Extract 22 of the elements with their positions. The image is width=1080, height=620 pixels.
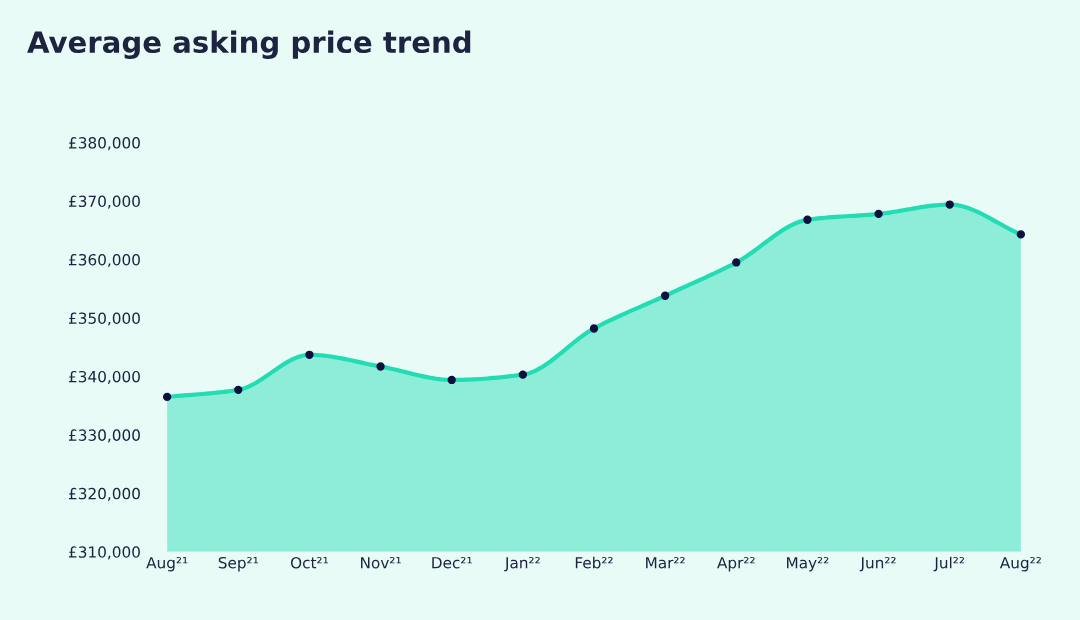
y-tick-label: £320,000 <box>69 487 140 501</box>
x-tick-label: Jul²² <box>933 556 965 572</box>
x-tick-label: Dec²¹ <box>432 556 472 569</box>
x-tick-label: Jun²² <box>859 556 896 572</box>
x-tick-label: Sep²¹ <box>218 556 258 572</box>
x-tick-label: Jan²² <box>504 556 540 572</box>
y-tick-label: £350,000 <box>69 312 140 326</box>
x-tick-label: Oct²¹ <box>290 556 328 569</box>
x-tick-label: Aug²² <box>999 556 1041 572</box>
y-tick-label: £330,000 <box>69 429 140 443</box>
x-tick-label: Nov²¹ <box>361 556 401 569</box>
x-tick-label: Apr²² <box>717 556 755 572</box>
x-tick-label: Feb²² <box>575 556 613 569</box>
x-tick-label: May²² <box>787 556 829 572</box>
y-tick-label: £360,000 <box>69 253 140 268</box>
x-tick-label: Aug²¹ <box>146 556 188 572</box>
y-tick-label: £380,000 <box>69 137 140 151</box>
y-tick-label: £310,000 <box>69 546 140 560</box>
chart-title: Average asking price trend <box>27 30 471 59</box>
y-tick-label: £340,000 <box>69 370 140 385</box>
x-tick-label: Mar²² <box>646 556 685 569</box>
y-tick-label: £370,000 <box>69 195 140 209</box>
